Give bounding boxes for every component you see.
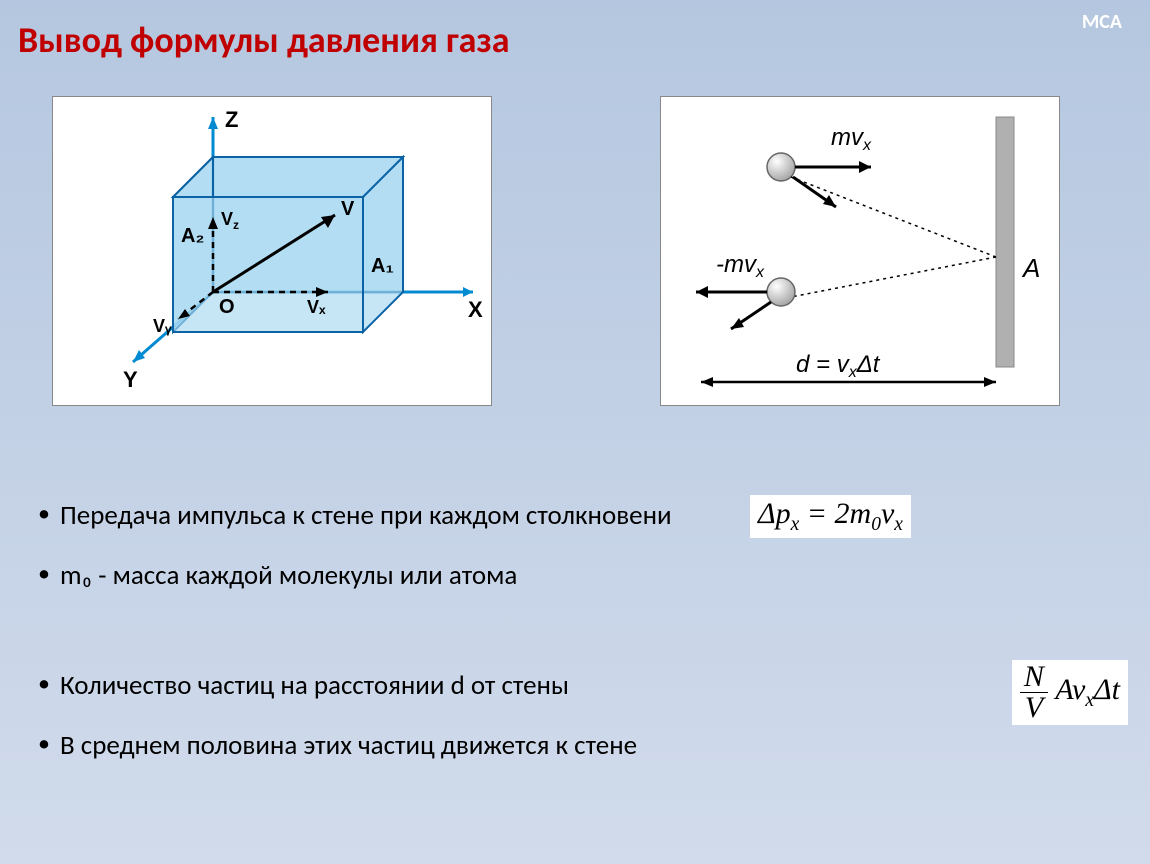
axis-y-label: Y [123, 367, 138, 392]
formula-count: N V AvxΔt [1012, 660, 1128, 725]
axis-x-label: X [468, 297, 483, 322]
figure-collision: A mvx -mvx d = vxΔt [660, 96, 1060, 406]
vx-label: Vₓ [307, 297, 326, 317]
bullet-item: Количество частиц на расстоянии d от сте… [30, 670, 569, 702]
v-label: V [341, 198, 355, 220]
face-a2-label: A₂ [181, 225, 204, 247]
slide-title: Вывод формулы давления газа [18, 18, 510, 62]
vy-label: Vᵧ [153, 316, 172, 336]
wall-label: A [1021, 253, 1040, 283]
distance-label: d = vxΔt [796, 351, 881, 381]
mvx-label: mvx [831, 124, 872, 154]
neg-mvx-label: -mvx [716, 251, 765, 281]
bullet-item: m₀ - масса каждой молекулы или атома [30, 560, 517, 592]
bullet-item: В среднем половина этих частиц движется … [30, 730, 637, 762]
figure-cube: Z X Y O A₂ A₁ Vₓ Vz Vᵧ [52, 96, 492, 406]
origin-label: O [219, 296, 235, 318]
face-a1-label: A₁ [371, 255, 394, 277]
bullet-item: Передача импульса к стене при каждом сто… [30, 500, 672, 532]
corner-label: МСА [1082, 10, 1122, 34]
axis-z-label: Z [225, 107, 238, 132]
formula-momentum: Δpx = 2m0vx [750, 495, 911, 538]
